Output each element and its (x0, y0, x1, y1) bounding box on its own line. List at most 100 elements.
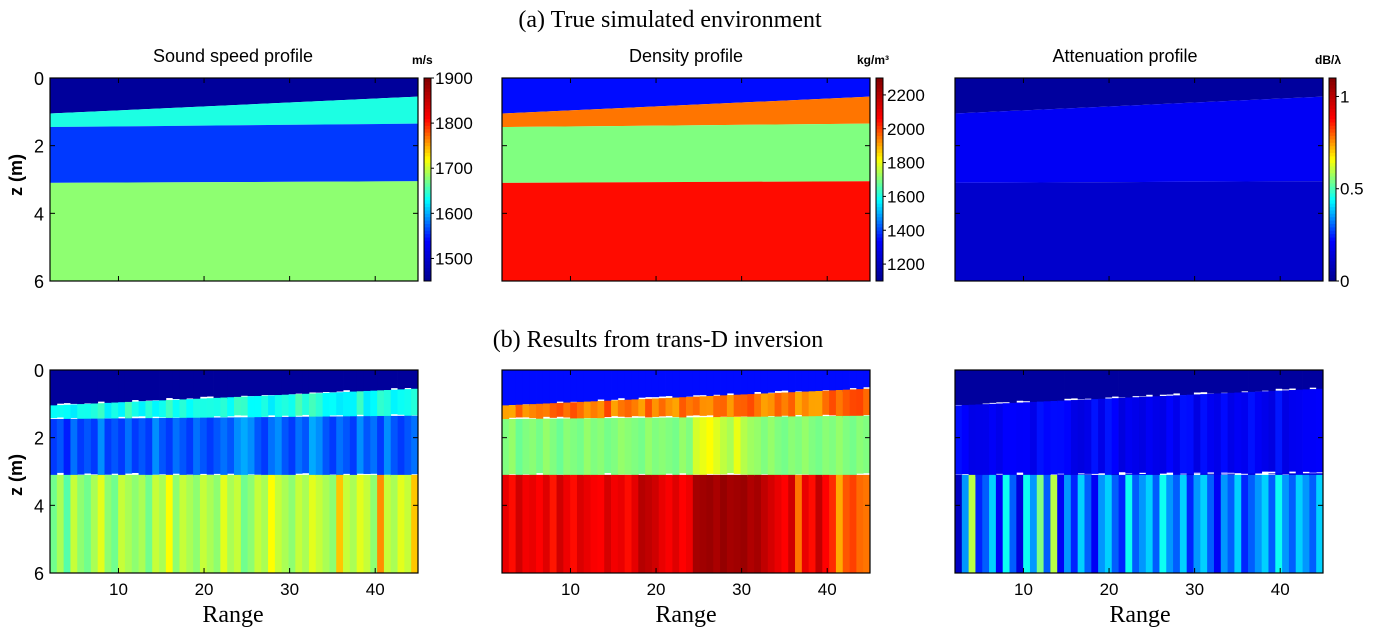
cell-4-40-3 (774, 474, 782, 573)
cell-4-49-2 (835, 415, 844, 475)
cell-5-42-3 (1241, 474, 1249, 573)
layer-0-1 (50, 96, 418, 128)
colorbar-seg-0-10 (424, 243, 431, 248)
cell-5-12-3 (1036, 474, 1044, 573)
x-axis-label-3: Range (1109, 602, 1170, 628)
cell-3-39-2 (315, 416, 323, 476)
colorbar-seg-1-10 (876, 243, 883, 248)
colorbar-seg-2-43 (1329, 132, 1336, 137)
cell-5-22-3 (1104, 474, 1113, 573)
colorbar-seg-2-35 (1329, 159, 1336, 164)
colorbar-seg-2-29 (1329, 179, 1336, 184)
colorbar-seg-1-5 (876, 260, 883, 265)
cell-4-1-2 (508, 418, 517, 475)
colorbar-seg-2-58 (1329, 81, 1336, 86)
colorbar-seg-1-1 (876, 274, 883, 279)
cell-4-18-1 (624, 399, 632, 418)
colorbar-seg-1-37 (876, 152, 883, 157)
cell-4-11-0 (576, 370, 585, 403)
cell-4-40-0 (774, 370, 782, 392)
cell-3-29-2 (247, 417, 255, 475)
ctick-label-1-2200: 2200 (887, 86, 925, 105)
colorbar-seg-0-7 (424, 253, 431, 258)
colorbar-seg-1-26 (876, 189, 883, 194)
colorbar-seg-2-25 (1329, 193, 1336, 197)
cell-5-29-2 (1152, 473, 1160, 476)
colorbar-seg-2-45 (1329, 125, 1336, 130)
cell-3-45-1 (356, 391, 364, 415)
cell-5-51-3 (1302, 474, 1310, 573)
layer-1-0 (502, 78, 870, 114)
cell-3-39-1 (315, 393, 323, 417)
colorbar-seg-0-56 (424, 88, 431, 93)
cell-5-8-1 (1009, 402, 1017, 476)
cell-5-46-2 (1268, 473, 1276, 475)
cell-3-29-0 (247, 370, 255, 397)
cell-5-3-3 (975, 474, 983, 573)
cell-3-6-3 (90, 474, 99, 573)
colorbar-seg-0-3 (424, 267, 431, 272)
cell-5-50-3 (1295, 474, 1303, 573)
cell-5-4-1 (982, 404, 990, 477)
cell-4-4-3 (529, 474, 537, 573)
colorbar-frame-2 (1328, 77, 1337, 282)
colorbar-seg-2-46 (1329, 121, 1336, 126)
cell-5-26-0 (1132, 370, 1140, 397)
cell-3-50-2 (390, 415, 398, 477)
cell-3-40-1 (322, 392, 330, 418)
cell-5-17-1 (1070, 400, 1079, 476)
xtick-label-5-30: 30 (1185, 580, 1204, 599)
cell-5-28-3 (1145, 474, 1154, 573)
cell-3-48-1 (377, 390, 385, 418)
cell-3-35-3 (288, 474, 296, 573)
cell-4-48-3 (829, 474, 837, 573)
colorbar-seg-0-2 (424, 270, 431, 275)
colorbar-seg-2-42 (1329, 135, 1336, 140)
cell-4-47-0 (822, 370, 830, 391)
cell-5-48-3 (1282, 474, 1290, 573)
colorbar-seg-0-55 (424, 91, 431, 96)
cell-3-36-3 (295, 474, 303, 573)
colorbar-seg-0-28 (424, 182, 431, 187)
cell-4-0-2 (502, 419, 510, 476)
cell-3-42-1 (336, 392, 344, 416)
cell-4-45-2 (808, 416, 816, 476)
cell-4-49-1 (835, 390, 844, 418)
colorbar-seg-0-49 (424, 111, 431, 116)
cell-4-53-3 (863, 474, 871, 573)
cell-4-31-0 (713, 370, 721, 395)
cell-3-13-0 (138, 370, 146, 402)
cell-3-46-1 (363, 390, 371, 417)
colorbar-seg-2-15 (1329, 226, 1336, 231)
cell-3-21-2 (193, 417, 201, 477)
cell-3-31-2 (261, 417, 269, 476)
cell-5-14-0 (1050, 370, 1058, 403)
cell-5-34-1 (1186, 394, 1194, 475)
cell-4-32-0 (720, 370, 728, 397)
cell-3-7-0 (97, 370, 105, 402)
cell-5-52-1 (1309, 389, 1317, 473)
colorbar-seg-1-18 (876, 216, 883, 221)
cell-5-35-3 (1193, 474, 1201, 573)
cell-5-32-3 (1173, 474, 1181, 573)
cell-3-36-1 (295, 394, 303, 416)
colorbar-seg-2-52 (1329, 101, 1336, 106)
plot-frame-1 (501, 77, 871, 282)
colorbar-seg-0-22 (424, 203, 431, 208)
cell-3-7-3 (97, 474, 105, 573)
cell-3-35-0 (288, 370, 296, 395)
colorbar-seg-1-27 (876, 186, 883, 191)
cell-3-11-0 (124, 370, 133, 404)
colorbar-seg-0-36 (424, 155, 431, 160)
cell-3-18-1 (172, 399, 180, 418)
cell-4-27-3 (686, 474, 694, 573)
cell-5-30-3 (1159, 474, 1167, 573)
cell-5-38-0 (1213, 370, 1222, 395)
cell-3-34-2 (281, 416, 289, 476)
colorbar-seg-1-6 (876, 257, 883, 262)
cell-4-41-1 (781, 392, 789, 416)
cell-4-10-0 (570, 370, 578, 402)
colorbar-seg-1-34 (876, 162, 883, 167)
cell-5-42-1 (1241, 392, 1249, 474)
cell-5-37-2 (1207, 473, 1215, 475)
